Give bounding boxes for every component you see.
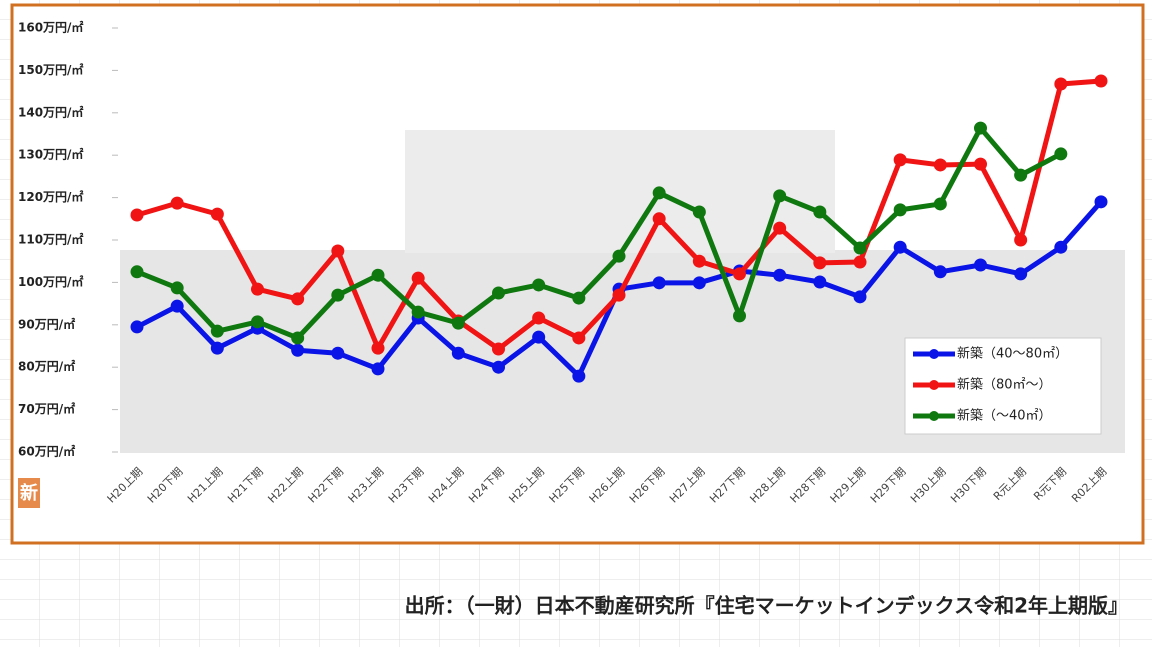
point — [933, 158, 947, 172]
y-tick-label: 60万円/㎡ — [18, 444, 75, 459]
point — [572, 369, 586, 383]
point — [652, 276, 666, 290]
legend-marker — [929, 349, 939, 359]
point — [170, 281, 184, 295]
point — [853, 241, 867, 255]
badge: 新 — [20, 482, 38, 504]
point — [974, 258, 987, 272]
point — [210, 207, 224, 221]
legend-label: 新築（80㎡～） — [957, 377, 1052, 393]
point — [371, 362, 385, 376]
point — [692, 276, 706, 290]
point — [692, 254, 706, 268]
point — [773, 221, 787, 235]
point — [572, 331, 586, 345]
series-line — [136, 125, 1062, 341]
point — [572, 291, 586, 305]
legend-label: 新築（40～80㎡） — [957, 346, 1068, 362]
point — [612, 249, 626, 263]
point — [291, 292, 305, 306]
y-tick-label: 120万円/㎡ — [18, 189, 83, 204]
y-tick-label: 140万円/㎡ — [18, 104, 83, 119]
point — [130, 265, 144, 279]
source-note: 出所：（一財）日本不動産研究所『住宅マーケットインデックス令和2年上期版』 — [405, 594, 1128, 618]
point — [773, 189, 787, 203]
point — [1094, 195, 1108, 209]
point — [371, 341, 385, 355]
point — [813, 205, 827, 219]
point — [692, 205, 706, 219]
point — [813, 256, 827, 270]
y-tick-label: 150万円/㎡ — [18, 62, 83, 77]
point — [1054, 147, 1068, 161]
legend-label: 新築（～40㎡） — [957, 408, 1052, 424]
point — [371, 268, 385, 282]
point — [210, 324, 224, 338]
background-photo — [405, 130, 835, 253]
point — [612, 288, 626, 302]
point — [893, 153, 907, 167]
point — [853, 290, 867, 304]
point — [411, 271, 425, 285]
point — [532, 311, 546, 325]
point — [130, 208, 144, 222]
y-tick-label: 130万円/㎡ — [18, 147, 83, 162]
point — [251, 282, 264, 296]
point — [974, 121, 987, 135]
point — [813, 275, 827, 289]
point — [170, 196, 184, 210]
point — [331, 244, 345, 258]
legend-marker — [929, 380, 939, 390]
point — [853, 255, 867, 269]
point — [933, 197, 947, 211]
point — [532, 278, 546, 292]
point — [1094, 74, 1108, 88]
y-tick-label: 70万円/㎡ — [18, 401, 75, 416]
y-tick-label: 90万円/㎡ — [18, 316, 75, 331]
point — [652, 212, 666, 226]
point — [331, 346, 345, 360]
point — [733, 267, 746, 281]
point — [532, 330, 546, 344]
point — [451, 316, 465, 330]
point — [773, 268, 787, 282]
legend-marker — [929, 411, 939, 421]
point — [331, 288, 345, 302]
point — [893, 203, 907, 217]
point — [733, 309, 746, 323]
point — [411, 305, 425, 319]
y-tick-label: 160万円/㎡ — [18, 20, 83, 35]
point — [1014, 267, 1028, 281]
y-tick-label: 80万円/㎡ — [18, 359, 75, 374]
point — [451, 346, 465, 360]
point — [1054, 240, 1068, 254]
point — [210, 341, 224, 355]
point — [1054, 77, 1068, 91]
point — [291, 343, 305, 357]
point — [492, 342, 505, 356]
point — [652, 186, 666, 200]
point — [933, 265, 947, 279]
y-tick-label: 100万円/㎡ — [18, 274, 83, 289]
badge-box — [18, 478, 40, 508]
point — [492, 360, 505, 374]
point — [170, 299, 184, 313]
point — [974, 157, 987, 171]
point — [1014, 168, 1028, 182]
point — [251, 315, 264, 329]
point — [492, 286, 505, 300]
point — [893, 240, 907, 254]
point — [130, 320, 144, 334]
point — [1014, 233, 1028, 247]
y-tick-label: 110万円/㎡ — [18, 232, 83, 247]
point — [291, 331, 305, 345]
